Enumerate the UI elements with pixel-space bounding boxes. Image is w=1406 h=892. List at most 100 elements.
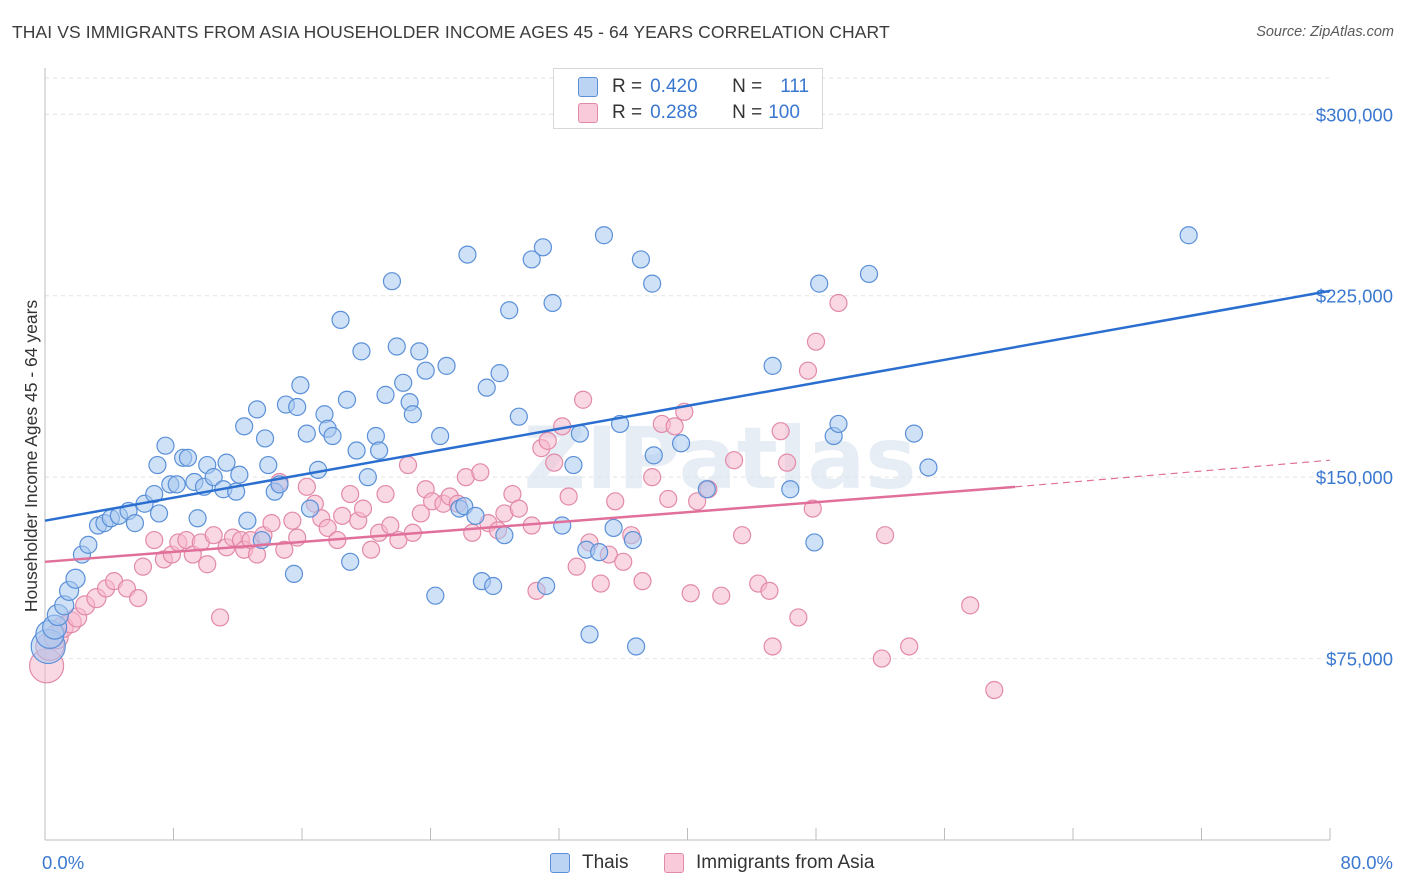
series-label-asia: Immigrants from Asia (696, 852, 875, 873)
asia-point (538, 431, 557, 450)
asia-point (688, 492, 707, 511)
asia-point (129, 588, 148, 608)
thais-point (1179, 226, 1198, 245)
legend-r-label-asia: R = (612, 102, 643, 123)
thais-point (781, 480, 800, 499)
thais-point (553, 516, 572, 535)
thais-point (623, 530, 642, 550)
asia-point (665, 417, 684, 436)
asia-point (283, 511, 302, 530)
series-legend-asia[interactable]: Immigrants from Asia (664, 852, 874, 874)
asia-point (545, 453, 564, 472)
asia-point (376, 484, 395, 504)
legend-swatch-thais (578, 77, 598, 97)
thais-point (403, 405, 422, 424)
thais-point (331, 310, 350, 330)
legend-swatch-asia (578, 103, 598, 123)
thais-point (644, 446, 663, 465)
y-tick-label: $225,000 (1316, 286, 1393, 307)
y-tick-label: $300,000 (1316, 104, 1393, 125)
asia-point (875, 526, 895, 545)
thais-point (382, 272, 402, 291)
legend-r-value-asia: 0.288 (650, 102, 698, 123)
thais-point (458, 245, 477, 264)
thais-point (370, 441, 389, 460)
legend-r-label-thais: R = (612, 76, 643, 97)
thais-point (477, 378, 496, 397)
asia-point (411, 504, 430, 523)
thais-point (259, 455, 278, 475)
x-tick-label-max: 80.0% (1341, 852, 1393, 873)
thais-point (156, 436, 175, 455)
asia-point (198, 555, 217, 574)
thais-point (394, 373, 413, 392)
asia-point (659, 489, 678, 509)
thais-point (238, 511, 257, 530)
thais-trend-line (44, 289, 1331, 522)
asia-point (789, 608, 808, 627)
asia-point (777, 453, 797, 472)
legend-r-value-thais: 0.420 (650, 76, 698, 97)
asia-point (633, 572, 652, 591)
thais-point (543, 293, 562, 313)
asia-point (806, 332, 826, 351)
asia-point (712, 586, 731, 605)
asia-point (573, 390, 593, 409)
thais-point (358, 468, 377, 487)
thais-point (594, 226, 614, 245)
thais-point (509, 407, 528, 426)
thais-point (337, 390, 357, 409)
thais-point (590, 543, 609, 562)
thais-point (697, 480, 716, 499)
thais-point (919, 458, 938, 477)
asia-point (275, 540, 294, 559)
asia-point (724, 451, 744, 470)
asia-point (829, 293, 848, 313)
thais-point (416, 361, 435, 380)
legend-row-asia: R = 0.288 N = 100 (554, 100, 800, 126)
asia-point (803, 499, 822, 518)
asia-point (798, 361, 818, 380)
thais-point (300, 499, 320, 518)
chart-source: Source: ZipAtlas.com (1256, 24, 1394, 40)
thais-point (631, 250, 651, 269)
asia-point (210, 608, 230, 627)
y-tick-label: $75,000 (1326, 649, 1393, 670)
asia-point (333, 506, 352, 525)
x-tick-label-min: 0.0% (42, 852, 84, 873)
asia-point (262, 514, 281, 533)
asia-point (763, 637, 782, 656)
thais-point (323, 426, 342, 446)
thais-point (255, 429, 275, 448)
y-axis-title: Householder Income Ages 45 - 64 years (21, 300, 41, 613)
thais-point (580, 625, 599, 644)
thais-point (125, 514, 145, 533)
thais-point (235, 417, 254, 436)
asia-point (133, 557, 153, 576)
thais-point (178, 448, 198, 467)
asia-point (872, 649, 891, 668)
thais-point (484, 576, 503, 596)
thais-point (352, 342, 371, 361)
thais-point (495, 526, 514, 545)
asia-point (361, 540, 381, 559)
series-label-thais: Thais (582, 852, 629, 873)
series-legend-thais[interactable]: Thais (550, 852, 628, 874)
asia-point (471, 463, 490, 482)
asia-point (681, 584, 700, 603)
asia-point (643, 468, 662, 487)
thais-point (537, 576, 556, 596)
thais-point (217, 453, 236, 472)
thais-point (167, 475, 186, 494)
asia-point (318, 518, 337, 538)
asia-point (771, 422, 790, 441)
thais-point (149, 504, 169, 523)
asia-point (614, 552, 633, 571)
asia-point (509, 499, 528, 518)
thais-point (148, 455, 167, 475)
asia-point (567, 557, 586, 576)
asia-point (900, 637, 919, 656)
thais-point (805, 533, 824, 552)
thais-point (288, 397, 307, 417)
